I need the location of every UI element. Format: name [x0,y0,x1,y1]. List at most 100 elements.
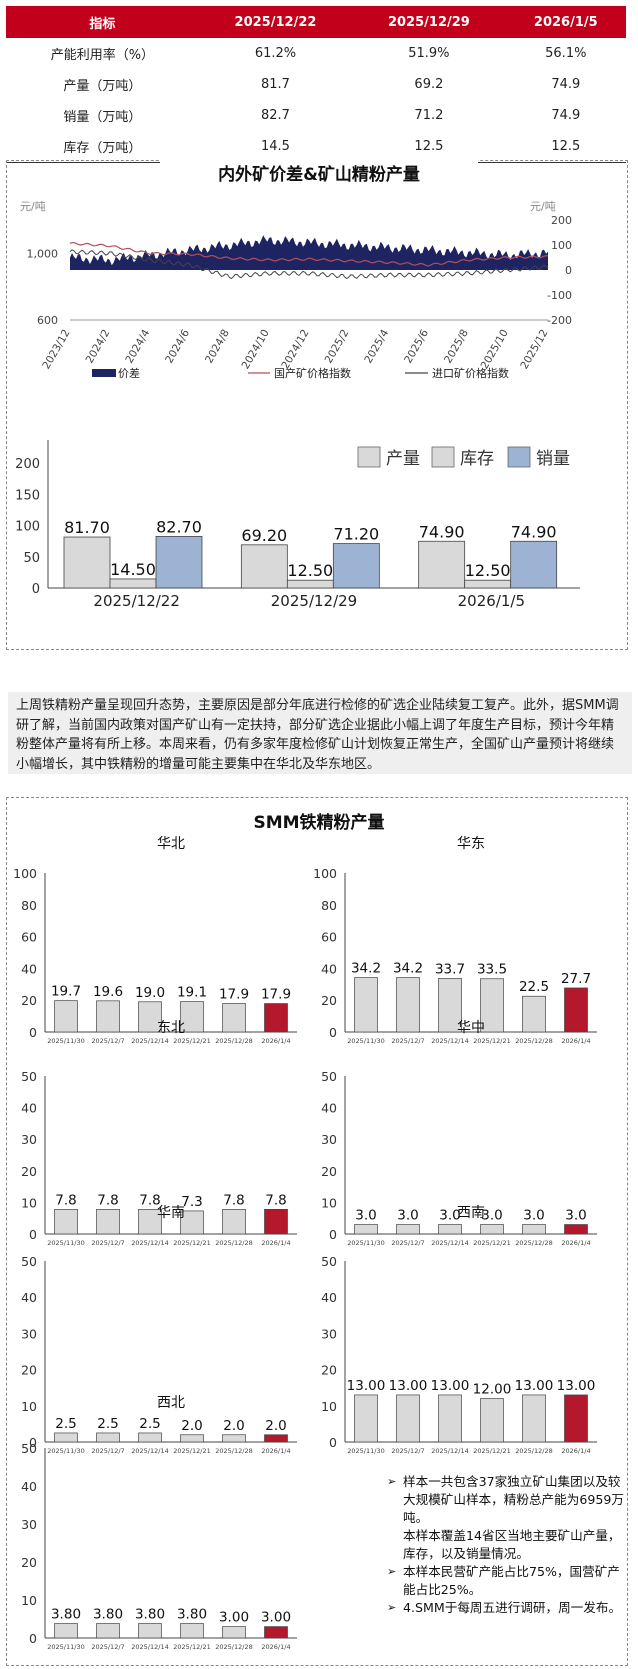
table-header: 2026/1/5 [505,6,626,38]
bar [438,1224,462,1235]
bar [418,540,466,589]
legend-swatch [507,446,531,468]
bar-value-label: 82.70 [156,517,202,536]
bar-value-label: 17.9 [219,987,249,1003]
note-text: 本样本覆盖14省区当地主要矿山产量，库存，以及销量情况。 [403,1528,621,1561]
bar-value-label: 3.80 [177,1607,207,1623]
table-header: 指标 [6,6,199,38]
y-tick-label: 0 [29,1025,37,1040]
x-category-label: 2025/12/28 [215,1037,252,1045]
bar-value-label: 2.5 [55,1416,76,1432]
bar-value-label: 3.80 [135,1607,165,1623]
x-category-label: 2025/12/7 [391,1239,424,1247]
region-title: 华东 [457,836,485,852]
x-category-label: 2025/12/7 [391,1037,424,1045]
right-tick-label: -100 [547,289,572,302]
note-text: 4.SMM于每周五进行调研，周一发布。 [403,1600,622,1615]
bar [522,1394,546,1443]
bar-value-label: 19.6 [93,984,123,1000]
legend-label: 价差 [118,366,140,380]
bar [63,536,111,589]
region-title: 东北 [157,1020,185,1036]
note-item: ➢ 本样本民营矿产能占比75%，国营矿产能占比25%。 [387,1563,631,1599]
bar-value-label: 3.00 [219,1610,249,1626]
imported-price-line [69,249,549,280]
note-text: 本样本民营矿产能占比75%，国营矿产能占比25%。 [403,1564,620,1597]
x-category-label: 2025/12/28 [215,1447,252,1455]
bar [54,1209,78,1235]
bar-value-label: 2.5 [139,1416,160,1432]
bar [354,977,378,1033]
bar-value-label: 81.70 [64,518,110,537]
region-title: 华北 [157,836,185,852]
x-category-label: 2025/11/30 [347,1239,384,1247]
y-tick-label: 40 [321,1101,337,1116]
bar-value-label: 27.7 [561,971,591,987]
bar [480,1398,504,1443]
region-title: 西南 [457,1205,485,1221]
bar-value-label: 3.0 [481,1208,502,1224]
y-tick-label: 150 [15,488,40,503]
table-cell: 74.9 [551,77,581,92]
y-tick-label: 50 [321,1254,337,1269]
bar [180,1434,204,1443]
bar [222,1209,246,1235]
y-tick-label: 20 [321,1164,337,1179]
bar-value-label: 69.20 [241,526,287,545]
right-axis-unit: 元/吨 [530,200,556,213]
arrow-bullet-icon: ➢ [387,1601,397,1614]
table-cell: 12.5 [505,131,626,163]
x-category-label: 2026/1/4 [261,1239,290,1247]
legend-label: 库存 [460,449,494,469]
bar [354,1394,378,1443]
legend-label: 产量 [386,449,420,469]
x-category-label: 2026/1/4 [261,1037,290,1045]
table-cell: 库存（万吨） [6,131,199,163]
x-category-label: 2025/12/7 [391,1447,424,1455]
bar [96,1000,120,1033]
bar-value-label: 3.80 [51,1607,81,1623]
bar-value-label: 7.8 [97,1192,118,1208]
summary-paragraph: 上周铁精粉产量呈现回升态势，主要原因是部分年底进行检修的矿选企业陆续复工复产。此… [8,692,632,774]
region-title: 西北 [157,1395,185,1411]
x-category-label: 2025/12/7 [91,1643,124,1651]
bar [222,1003,246,1033]
table-cell: 74.9 [551,108,581,123]
x-category-label: 2026/1/4 [261,1643,290,1651]
table-header: 2025/12/22 [198,6,353,38]
bar [180,1210,204,1235]
y-tick-label: 20 [21,1164,37,1179]
region-title: 华中 [457,1020,485,1036]
table-cell: 71.2 [414,108,444,123]
y-tick-label: 0 [329,1227,337,1242]
arrow-bullet-icon: ➢ [387,1475,397,1488]
y-tick-label: 100 [313,866,337,881]
x-category-label: 2025/12/21 [473,1239,510,1247]
x-category-label: 2025/12/28 [515,1239,552,1247]
bar [480,1224,504,1235]
legend-swatch-spread [92,369,116,377]
y-tick-label: 40 [21,1479,37,1494]
bar-value-label: 34.2 [393,961,423,977]
bar [564,1394,588,1443]
bar [222,1434,246,1443]
legend-label: 销量 [536,449,570,469]
x-category-label: 2025/11/30 [47,1447,84,1455]
right-tick-label: 200 [551,214,572,227]
bar [54,1000,78,1033]
bar-value-label: 13.00 [347,1378,386,1394]
price-chart-title: 内外矿价差&矿山精粉产量 [160,160,478,185]
bar [564,987,588,1033]
y-tick-label: 250 [15,440,40,441]
bar [438,1394,462,1443]
x-category-label: 2025/12/21 [173,1447,210,1455]
y-tick-label: 20 [21,993,37,1008]
x-category-label: 2025/11/30 [347,1447,384,1455]
bar [522,995,546,1033]
x-category-label: 2025/12/7 [91,1447,124,1455]
table-cell: 69.2 [414,77,444,92]
region-title: 华南 [157,1205,185,1221]
x-category-label: 2025/12/14 [131,1447,168,1455]
bar [180,1001,204,1033]
y-tick-label: 40 [21,1101,37,1116]
